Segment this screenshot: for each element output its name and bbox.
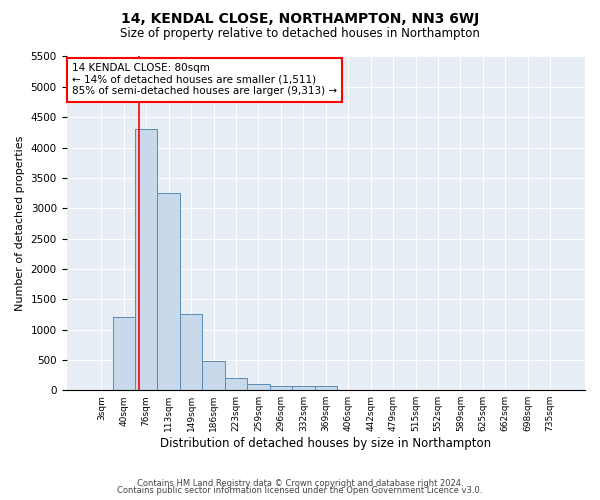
Bar [225, 378, 247, 390]
Bar [269, 386, 292, 390]
Text: Contains public sector information licensed under the Open Government Licence v3: Contains public sector information licen… [118, 486, 482, 495]
Y-axis label: Number of detached properties: Number of detached properties [15, 136, 25, 311]
Bar [314, 386, 337, 390]
Bar [157, 193, 180, 390]
Bar [135, 130, 157, 390]
Text: Contains HM Land Registry data © Crown copyright and database right 2024.: Contains HM Land Registry data © Crown c… [137, 478, 463, 488]
Bar [113, 318, 135, 390]
Text: 14 KENDAL CLOSE: 80sqm
← 14% of detached houses are smaller (1,511)
85% of semi-: 14 KENDAL CLOSE: 80sqm ← 14% of detached… [72, 63, 337, 96]
Bar [180, 314, 202, 390]
Text: Size of property relative to detached houses in Northampton: Size of property relative to detached ho… [120, 28, 480, 40]
Bar [292, 386, 314, 390]
Bar [202, 362, 225, 390]
X-axis label: Distribution of detached houses by size in Northampton: Distribution of detached houses by size … [160, 437, 491, 450]
Text: 14, KENDAL CLOSE, NORTHAMPTON, NN3 6WJ: 14, KENDAL CLOSE, NORTHAMPTON, NN3 6WJ [121, 12, 479, 26]
Bar [247, 384, 269, 390]
